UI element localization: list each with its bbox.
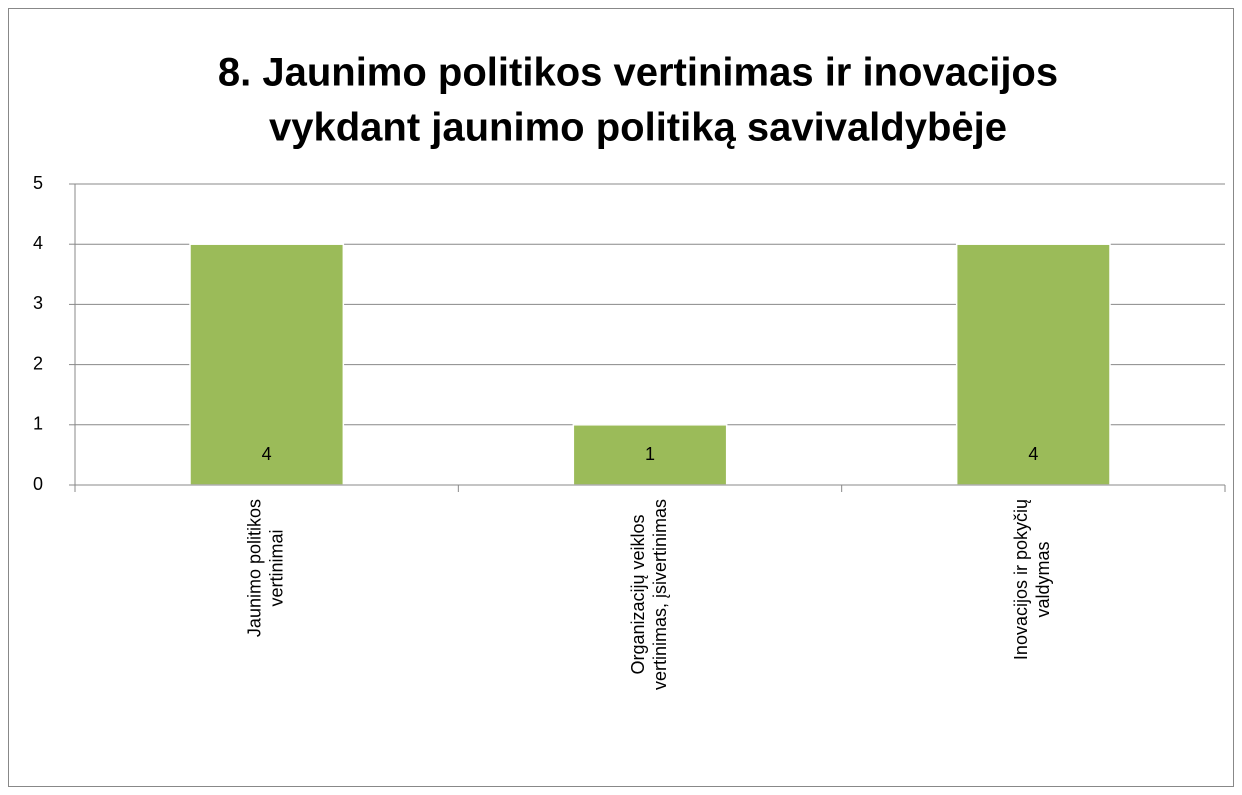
data-label: 4 <box>262 444 272 464</box>
x-tick-label: Inovacijos ir pokyčių <box>1011 499 1031 660</box>
x-tick-label: Organizacijų veiklos <box>628 514 648 674</box>
data-label: 1 <box>645 444 655 464</box>
bar <box>955 243 1111 486</box>
y-tick-label: 2 <box>33 353 43 373</box>
y-tick-label: 1 <box>33 414 43 434</box>
bar <box>572 424 728 486</box>
x-tick-label: valdymas <box>1033 542 1053 618</box>
bar <box>189 243 345 486</box>
y-tick-label: 4 <box>33 233 43 253</box>
x-tick-label: vertinimas, įsivertinimas <box>650 499 670 690</box>
data-label: 4 <box>1028 444 1038 464</box>
y-tick-label: 3 <box>33 293 43 313</box>
chart-title: 8. Jaunimo politikos vertinimas ir inova… <box>218 51 1058 95</box>
y-tick-label: 5 <box>33 173 43 193</box>
x-tick-label: vertinimai <box>266 530 286 607</box>
chart-title: vykdant jaunimo politiką savivaldybėje <box>269 106 1007 150</box>
y-tick-label: 0 <box>33 474 43 494</box>
x-tick-label: Jaunimo politikos <box>244 499 264 637</box>
